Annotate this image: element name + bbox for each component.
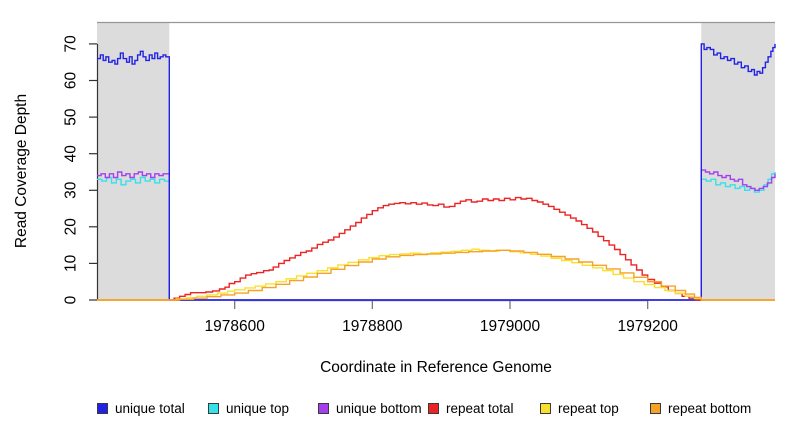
series-unique-bottom (97, 169, 776, 301)
legend: unique total unique top unique bottom repea… (0, 401, 792, 425)
x-tick-label: 1978600 (205, 318, 266, 335)
y-tick-label: 40 (62, 145, 79, 163)
legend-label: unique bottom (336, 401, 422, 416)
legend-label: repeat total (446, 401, 514, 416)
y-tick-label: 30 (62, 181, 79, 199)
x-tick-label: 1979200 (618, 318, 679, 335)
legend-item-repeat-top: repeat top (540, 401, 619, 416)
y-axis-title: Read Coverage Depth (13, 93, 30, 249)
y-tick-label: 10 (62, 254, 79, 272)
x-axis-title: Coordinate in Reference Genome (320, 359, 552, 376)
y-tick-label: 50 (62, 108, 79, 126)
legend-item-unique-top: unique top (208, 401, 289, 416)
y-tick-label: 60 (62, 72, 79, 90)
series-unique-top (97, 172, 776, 301)
legend-label: unique top (226, 401, 290, 416)
series-repeat-bottom (97, 249, 775, 301)
legend-swatch-icon (650, 403, 661, 414)
legend-label: repeat bottom (668, 401, 752, 416)
y-tick-label: 0 (62, 295, 79, 304)
legend-swatch-icon (318, 403, 329, 414)
x-tick-label: 1979000 (480, 318, 541, 335)
legend-item-unique-total: unique total (97, 401, 185, 416)
legend-swatch-icon (428, 403, 439, 414)
legend-item-repeat-total: repeat total (428, 401, 514, 416)
x-tick-label: 1978800 (342, 318, 403, 335)
legend-swatch-icon (540, 403, 551, 414)
legend-label: unique total (115, 401, 185, 416)
legend-item-repeat-bottom: repeat bottom (650, 401, 751, 416)
legend-item-unique-bottom: unique bottom (318, 401, 422, 416)
legend-swatch-icon (208, 403, 219, 414)
shaded-region (97, 22, 170, 300)
series-repeat-total (97, 196, 775, 301)
y-tick-label: 20 (62, 218, 79, 236)
legend-label: repeat top (558, 401, 619, 416)
legend-swatch-icon (97, 403, 108, 414)
series-unique-total (97, 43, 776, 301)
y-tick-label: 70 (62, 35, 79, 53)
